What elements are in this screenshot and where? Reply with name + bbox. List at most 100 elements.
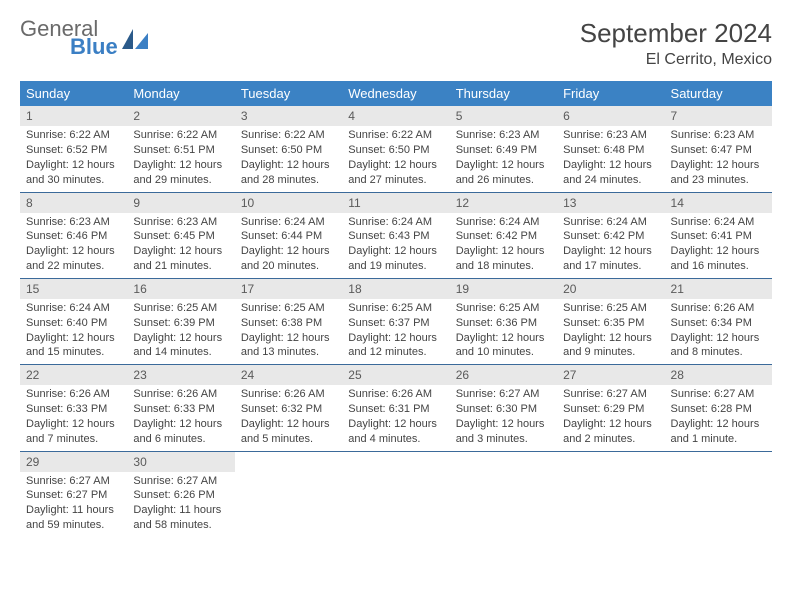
calendar-cell: 7Sunrise: 6:23 AMSunset: 6:47 PMDaylight… [665,106,772,192]
day-details: Sunrise: 6:25 AMSunset: 6:35 PMDaylight:… [557,299,664,364]
weekday-header: Thursday [450,81,557,106]
day-details: Sunrise: 6:22 AMSunset: 6:51 PMDaylight:… [127,126,234,191]
day-details: Sunrise: 6:26 AMSunset: 6:31 PMDaylight:… [342,385,449,450]
day-number: 23 [127,365,234,385]
day-details: Sunrise: 6:23 AMSunset: 6:48 PMDaylight:… [557,126,664,191]
calendar-cell: 2Sunrise: 6:22 AMSunset: 6:51 PMDaylight… [127,106,234,192]
day-number: 21 [665,279,772,299]
day-details: Sunrise: 6:23 AMSunset: 6:45 PMDaylight:… [127,213,234,278]
calendar-cell: 11Sunrise: 6:24 AMSunset: 6:43 PMDayligh… [342,192,449,278]
weekday-header-row: SundayMondayTuesdayWednesdayThursdayFrid… [20,81,772,106]
day-number: 1 [20,106,127,126]
day-number: 26 [450,365,557,385]
day-number: 10 [235,193,342,213]
calendar-cell: 28Sunrise: 6:27 AMSunset: 6:28 PMDayligh… [665,365,772,451]
weekday-header: Monday [127,81,234,106]
calendar-table: SundayMondayTuesdayWednesdayThursdayFrid… [20,81,772,537]
day-number: 11 [342,193,449,213]
calendar-cell: 20Sunrise: 6:25 AMSunset: 6:35 PMDayligh… [557,278,664,364]
page-title: September 2024 [580,18,772,49]
day-number: 18 [342,279,449,299]
calendar-cell: 30Sunrise: 6:27 AMSunset: 6:26 PMDayligh… [127,451,234,537]
header: General Blue September 2024 El Cerrito, … [20,18,772,69]
day-number: 15 [20,279,127,299]
day-details: Sunrise: 6:24 AMSunset: 6:43 PMDaylight:… [342,213,449,278]
day-details: Sunrise: 6:27 AMSunset: 6:26 PMDaylight:… [127,472,234,537]
day-number: 7 [665,106,772,126]
calendar-body: 1Sunrise: 6:22 AMSunset: 6:52 PMDaylight… [20,106,772,537]
weekday-header: Sunday [20,81,127,106]
calendar-cell: 3Sunrise: 6:22 AMSunset: 6:50 PMDaylight… [235,106,342,192]
calendar-cell [665,451,772,537]
day-details: Sunrise: 6:26 AMSunset: 6:33 PMDaylight:… [127,385,234,450]
day-details: Sunrise: 6:27 AMSunset: 6:28 PMDaylight:… [665,385,772,450]
logo: General Blue [20,18,148,58]
day-number: 16 [127,279,234,299]
calendar-cell: 25Sunrise: 6:26 AMSunset: 6:31 PMDayligh… [342,365,449,451]
calendar-cell [450,451,557,537]
day-number: 28 [665,365,772,385]
day-details: Sunrise: 6:23 AMSunset: 6:47 PMDaylight:… [665,126,772,191]
day-details: Sunrise: 6:25 AMSunset: 6:36 PMDaylight:… [450,299,557,364]
day-details: Sunrise: 6:27 AMSunset: 6:27 PMDaylight:… [20,472,127,537]
day-details: Sunrise: 6:24 AMSunset: 6:42 PMDaylight:… [450,213,557,278]
day-number: 20 [557,279,664,299]
logo-sail-icon [122,29,148,49]
day-details: Sunrise: 6:23 AMSunset: 6:49 PMDaylight:… [450,126,557,191]
day-details: Sunrise: 6:27 AMSunset: 6:30 PMDaylight:… [450,385,557,450]
day-details: Sunrise: 6:24 AMSunset: 6:42 PMDaylight:… [557,213,664,278]
day-details: Sunrise: 6:26 AMSunset: 6:32 PMDaylight:… [235,385,342,450]
calendar-row: 29Sunrise: 6:27 AMSunset: 6:27 PMDayligh… [20,451,772,537]
calendar-row: 15Sunrise: 6:24 AMSunset: 6:40 PMDayligh… [20,278,772,364]
day-details: Sunrise: 6:22 AMSunset: 6:52 PMDaylight:… [20,126,127,191]
day-details: Sunrise: 6:24 AMSunset: 6:44 PMDaylight:… [235,213,342,278]
day-details: Sunrise: 6:26 AMSunset: 6:34 PMDaylight:… [665,299,772,364]
calendar-row: 8Sunrise: 6:23 AMSunset: 6:46 PMDaylight… [20,192,772,278]
calendar-cell: 12Sunrise: 6:24 AMSunset: 6:42 PMDayligh… [450,192,557,278]
calendar-cell: 21Sunrise: 6:26 AMSunset: 6:34 PMDayligh… [665,278,772,364]
day-details: Sunrise: 6:25 AMSunset: 6:38 PMDaylight:… [235,299,342,364]
day-number: 9 [127,193,234,213]
calendar-cell: 10Sunrise: 6:24 AMSunset: 6:44 PMDayligh… [235,192,342,278]
day-details: Sunrise: 6:24 AMSunset: 6:40 PMDaylight:… [20,299,127,364]
logo-word2: Blue [70,36,118,58]
day-number: 12 [450,193,557,213]
day-details: Sunrise: 6:23 AMSunset: 6:46 PMDaylight:… [20,213,127,278]
day-number: 13 [557,193,664,213]
calendar-cell: 29Sunrise: 6:27 AMSunset: 6:27 PMDayligh… [20,451,127,537]
day-number: 30 [127,452,234,472]
day-number: 27 [557,365,664,385]
day-number: 14 [665,193,772,213]
calendar-cell: 16Sunrise: 6:25 AMSunset: 6:39 PMDayligh… [127,278,234,364]
calendar-cell: 26Sunrise: 6:27 AMSunset: 6:30 PMDayligh… [450,365,557,451]
page-subtitle: El Cerrito, Mexico [580,51,772,69]
calendar-cell: 14Sunrise: 6:24 AMSunset: 6:41 PMDayligh… [665,192,772,278]
day-number: 24 [235,365,342,385]
calendar-cell: 1Sunrise: 6:22 AMSunset: 6:52 PMDaylight… [20,106,127,192]
calendar-cell: 23Sunrise: 6:26 AMSunset: 6:33 PMDayligh… [127,365,234,451]
day-number: 4 [342,106,449,126]
calendar-cell: 22Sunrise: 6:26 AMSunset: 6:33 PMDayligh… [20,365,127,451]
calendar-cell: 27Sunrise: 6:27 AMSunset: 6:29 PMDayligh… [557,365,664,451]
weekday-header: Saturday [665,81,772,106]
calendar-cell: 24Sunrise: 6:26 AMSunset: 6:32 PMDayligh… [235,365,342,451]
calendar-cell [557,451,664,537]
calendar-cell: 18Sunrise: 6:25 AMSunset: 6:37 PMDayligh… [342,278,449,364]
day-details: Sunrise: 6:27 AMSunset: 6:29 PMDaylight:… [557,385,664,450]
day-details: Sunrise: 6:25 AMSunset: 6:37 PMDaylight:… [342,299,449,364]
day-number: 22 [20,365,127,385]
calendar-cell: 6Sunrise: 6:23 AMSunset: 6:48 PMDaylight… [557,106,664,192]
calendar-cell: 17Sunrise: 6:25 AMSunset: 6:38 PMDayligh… [235,278,342,364]
logo-text: General Blue [20,18,118,58]
day-details: Sunrise: 6:22 AMSunset: 6:50 PMDaylight:… [342,126,449,191]
day-number: 29 [20,452,127,472]
weekday-header: Wednesday [342,81,449,106]
weekday-header: Friday [557,81,664,106]
calendar-cell [235,451,342,537]
title-block: September 2024 El Cerrito, Mexico [580,18,772,69]
day-number: 6 [557,106,664,126]
day-details: Sunrise: 6:26 AMSunset: 6:33 PMDaylight:… [20,385,127,450]
calendar-cell: 4Sunrise: 6:22 AMSunset: 6:50 PMDaylight… [342,106,449,192]
day-number: 19 [450,279,557,299]
calendar-row: 22Sunrise: 6:26 AMSunset: 6:33 PMDayligh… [20,365,772,451]
